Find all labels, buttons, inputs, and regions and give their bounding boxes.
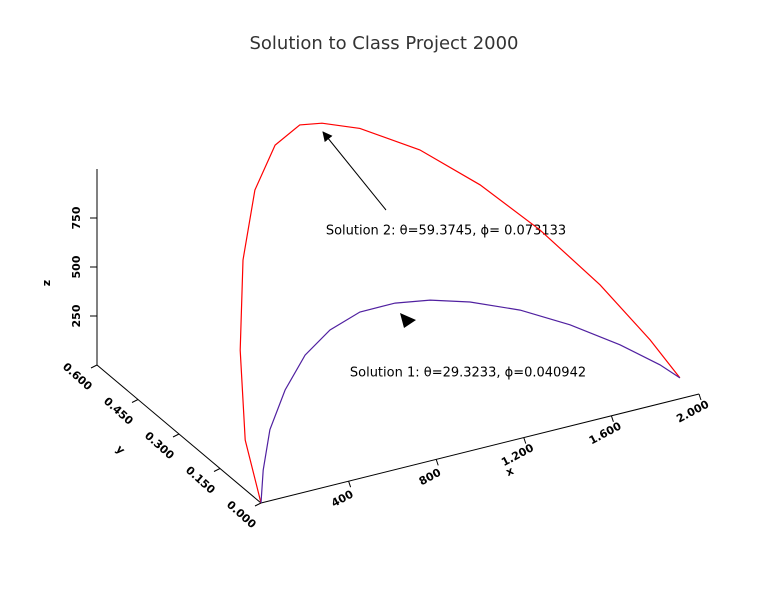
y-tick-label: 0.450 <box>101 395 136 428</box>
y-tick <box>172 433 180 438</box>
y-tick-label: 0.000 <box>224 498 259 531</box>
annotation: Solution 1: θ=29.3233, ϕ=0.040942 <box>350 366 586 381</box>
y-tick-label: 0.150 <box>183 464 218 497</box>
x-tick-label: 2.000 <box>674 397 711 425</box>
series-line <box>239 122 681 504</box>
z-axis-label: z <box>40 280 53 286</box>
z-tick-label: 250 <box>70 304 83 327</box>
annotation-arrowhead <box>400 313 416 328</box>
y-tick <box>213 468 221 472</box>
series-line <box>260 299 681 504</box>
z-tick-label: 500 <box>70 255 83 278</box>
y-tick-label: 0.600 <box>60 360 95 393</box>
z-tick-label: 750 <box>70 206 83 229</box>
y-tick <box>254 502 262 507</box>
y-tick <box>131 399 139 403</box>
x-tick <box>523 437 527 444</box>
x-tick <box>610 415 614 422</box>
x-tick-label: 800 <box>417 466 444 488</box>
x-tick-label: 1.600 <box>587 419 624 447</box>
x-tick-label: 1.200 <box>499 441 536 469</box>
x-tick-label: 400 <box>329 487 356 509</box>
x-tick <box>348 481 352 488</box>
y-axis-label: y <box>113 443 127 457</box>
x-tick <box>698 393 702 401</box>
x-axis-label: x <box>504 464 516 479</box>
annotation: Solution 2: θ=59.3745, ϕ= 0.073133 <box>326 224 566 239</box>
y-tick <box>90 364 98 369</box>
x-axis <box>260 393 700 504</box>
y-tick-label: 0.300 <box>142 429 177 462</box>
chart-title: Solution to Class Project 2000 <box>249 33 518 54</box>
annotation-arrow <box>322 131 387 211</box>
x-tick <box>435 459 439 466</box>
